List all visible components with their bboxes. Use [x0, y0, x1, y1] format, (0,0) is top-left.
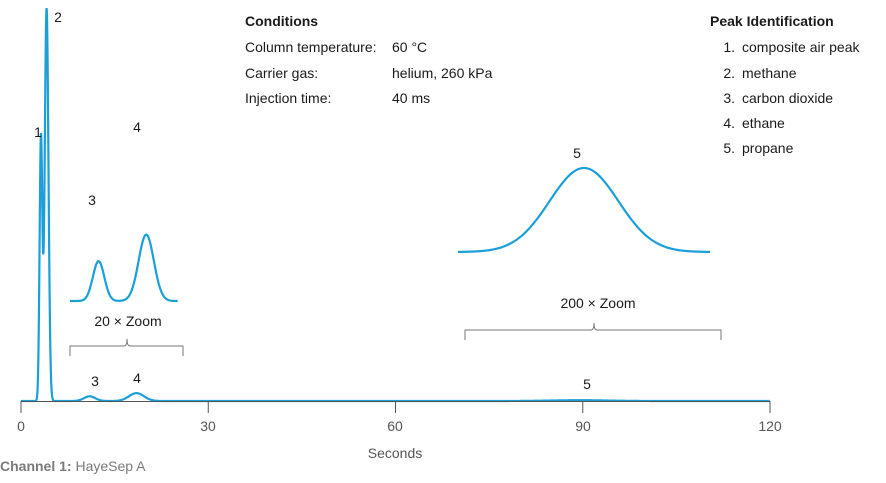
zoom-peak-label-3: 3	[88, 192, 96, 208]
zoom-peak-label-4: 4	[133, 119, 141, 135]
condition-value-1: helium, 260 kPa	[392, 65, 493, 81]
peak-id-num-2: 3.	[723, 90, 735, 106]
peak-label-1: 1	[34, 124, 42, 140]
peak-id-name-4: propane	[742, 140, 794, 156]
peak-id-num-1: 2.	[723, 65, 735, 81]
zoom-peak-label-5: 5	[573, 145, 581, 161]
x-axis-ticks	[20, 401, 771, 413]
zoom-200x-label: 200 × Zoom	[560, 295, 635, 311]
zoom-200x-trace-line	[457, 166, 711, 253]
x-tick-label-30: 30	[200, 418, 216, 434]
zoom-20x-bracket	[69, 338, 184, 356]
x-tick-label-120: 120	[758, 418, 782, 434]
peak-label-5: 5	[583, 376, 591, 392]
condition-label-2: Injection time:	[245, 90, 331, 106]
peak-id-title: Peak Identification	[710, 13, 834, 29]
condition-value-0: 60 °C	[392, 39, 427, 55]
x-tick-label-60: 60	[387, 418, 403, 434]
channel-caption-bold: Channel 1:	[0, 458, 72, 474]
channel-caption: Channel 1: HayeSep A	[0, 458, 146, 474]
peak-label-3: 3	[91, 373, 99, 389]
zoom-20x-trace-line	[70, 233, 178, 303]
peak-id-name-2: carbon dioxide	[742, 90, 833, 106]
x-tick-label-0: 0	[17, 418, 25, 434]
peak-id-num-3: 4.	[723, 115, 735, 131]
channel-caption-text: HayeSep A	[75, 458, 146, 474]
peak-id-num-0: 1.	[723, 39, 735, 55]
peak-id-name-3: ethane	[742, 115, 785, 131]
zoom-200x-bracket	[464, 322, 722, 340]
zoom-20x-label: 20 × Zoom	[94, 313, 161, 329]
conditions-title: Conditions	[245, 13, 318, 29]
condition-value-2: 40 ms	[392, 90, 430, 106]
condition-label-0: Column temperature:	[245, 39, 377, 55]
peak-label-2: 2	[54, 9, 62, 25]
peak-id-name-0: composite air peak	[742, 39, 861, 55]
x-tick-label-90: 90	[575, 418, 591, 434]
peak-id-name-1: methane	[742, 65, 797, 81]
peak-label-4: 4	[133, 370, 141, 386]
condition-label-1: Carrier gas:	[245, 65, 318, 81]
peak-id-num-4: 5.	[723, 140, 735, 156]
x-axis-title: Seconds	[368, 445, 422, 461]
